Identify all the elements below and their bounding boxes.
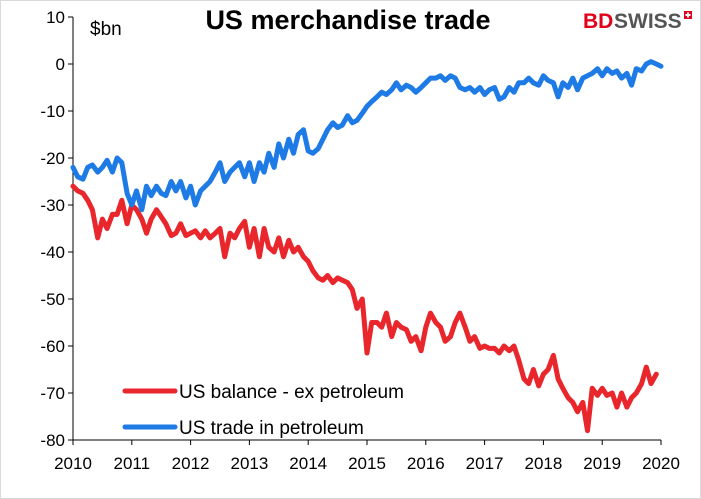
- y-tick-label: -40: [40, 243, 65, 262]
- legend-label: US balance - ex petroleum: [179, 382, 404, 403]
- x-tick-label: 2014: [289, 454, 327, 473]
- y-tick-label: -60: [40, 337, 65, 356]
- x-tick-label: 2020: [642, 454, 680, 473]
- brand-part1: BD: [583, 10, 613, 32]
- series-lines: [70, 59, 664, 434]
- brand-logo: BD SWISS: [583, 10, 692, 32]
- legend: US balance - ex petroleum US trade in pet…: [122, 382, 404, 439]
- x-tick-label: 2017: [466, 454, 504, 473]
- x-tick-label: 2013: [230, 454, 268, 473]
- x-tick-label: 2010: [54, 454, 92, 473]
- series-line-2: [70, 59, 664, 213]
- y-tick-label: -80: [40, 431, 65, 450]
- x-tick-label: 2019: [583, 454, 621, 473]
- legend-label: US trade in petroleum: [179, 418, 364, 439]
- y-tick-label: 0: [56, 55, 65, 74]
- axes: 10 0 -10 -20 -30 -40 -50 -60 -70 -80 2010 2011 2012 2…: [40, 8, 679, 473]
- y-tick-label: 10: [46, 8, 65, 27]
- x-tick-label: 2016: [407, 454, 445, 473]
- brand-part2: SWISS: [614, 10, 682, 32]
- chart-title: US merchandise trade: [205, 5, 490, 35]
- x-tick-label: 2012: [172, 454, 210, 473]
- y-tick-label: -50: [40, 290, 65, 309]
- y-tick-label: -30: [40, 196, 65, 215]
- swiss-cross-icon: [684, 11, 692, 19]
- x-tick-label: 2015: [348, 454, 386, 473]
- x-tick-label: 2011: [114, 454, 151, 473]
- y-tick-label: -20: [40, 149, 65, 168]
- x-tick-label: 2018: [524, 454, 562, 473]
- y-tick-label: -70: [40, 384, 65, 403]
- y-tick-label: -10: [40, 102, 65, 121]
- series-line-1: [70, 183, 659, 434]
- unit-label: $bn: [90, 19, 122, 40]
